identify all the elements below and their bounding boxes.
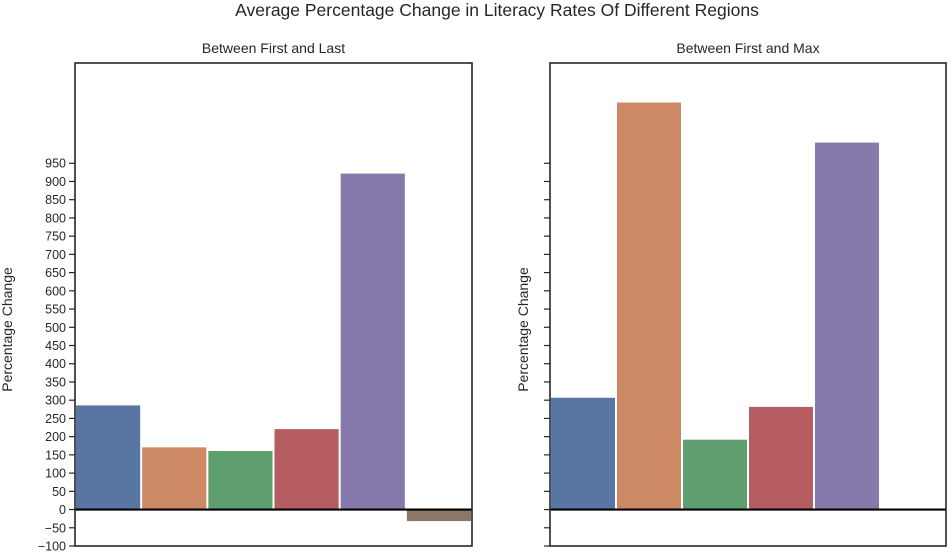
y-tick-label: 50 bbox=[52, 485, 66, 499]
y-tick-label: 250 bbox=[45, 412, 66, 426]
bar-5 bbox=[339, 172, 406, 511]
bar-4 bbox=[273, 428, 340, 511]
bar-1 bbox=[550, 396, 616, 511]
y-axis-label: Percentage Change bbox=[0, 267, 15, 392]
bar-3 bbox=[207, 449, 274, 511]
y-tick-label: −100 bbox=[38, 540, 66, 554]
bar-3 bbox=[682, 438, 748, 511]
bar-4 bbox=[748, 405, 814, 511]
y-tick-label: 900 bbox=[45, 175, 66, 189]
panel-title: Between First and Max bbox=[676, 40, 819, 56]
y-tick-label: 350 bbox=[45, 375, 66, 389]
y-tick-label: 750 bbox=[45, 230, 66, 244]
axes-frame bbox=[549, 62, 947, 547]
chart-title: Average Percentage Change in Literacy Ra… bbox=[235, 0, 759, 20]
y-tick-label: 500 bbox=[45, 321, 66, 335]
y-tick-label: 700 bbox=[45, 248, 66, 262]
panel-between-first-and-last: −100 −50 0 50 100 150 200 250 300 350 400 450 500 550… bbox=[0, 40, 473, 554]
y-tick-label: 100 bbox=[45, 467, 66, 481]
axes-frame bbox=[74, 62, 473, 547]
y-axis-label: Percentage Change bbox=[515, 267, 531, 392]
y-tick-label: 600 bbox=[45, 284, 66, 298]
y-tick-label: 400 bbox=[45, 357, 66, 371]
y-tick-label: 950 bbox=[45, 157, 66, 171]
bar-2 bbox=[141, 446, 208, 511]
y-tick-label: 200 bbox=[45, 430, 66, 444]
panel-between-first-and-max: Between First and Max Percentage Change bbox=[515, 40, 947, 547]
y-tick-label: 150 bbox=[45, 448, 66, 462]
bar-5 bbox=[814, 141, 880, 511]
y-tick-label: 800 bbox=[45, 211, 66, 225]
y-tick-label: 300 bbox=[45, 394, 66, 408]
y-tick-label: 550 bbox=[45, 303, 66, 317]
y-tick-label: 450 bbox=[45, 339, 66, 353]
y-tick-label: 850 bbox=[45, 193, 66, 207]
panel-title: Between First and Last bbox=[202, 40, 345, 56]
y-tick-label: −50 bbox=[45, 521, 66, 535]
bar-6 bbox=[405, 509, 473, 523]
bar-2 bbox=[616, 101, 682, 511]
y-tick-label: 0 bbox=[59, 503, 66, 517]
y-tick-label: 650 bbox=[45, 266, 66, 280]
bar-1 bbox=[75, 404, 142, 511]
